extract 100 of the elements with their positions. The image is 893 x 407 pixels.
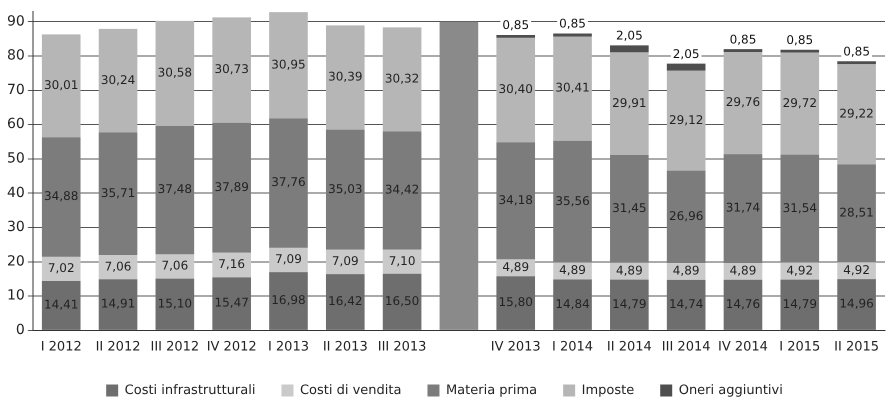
data-label: 35,71 bbox=[100, 186, 136, 200]
x-tick-label: I 2012 bbox=[40, 340, 82, 355]
data-label: 7,06 bbox=[104, 259, 132, 274]
bar bbox=[496, 35, 536, 38]
data-label: 4,89 bbox=[616, 263, 643, 278]
x-tick-label: II 2013 bbox=[322, 340, 368, 355]
bar bbox=[269, 272, 308, 330]
data-label: 26,96 bbox=[668, 208, 704, 223]
data-label: 15,47 bbox=[214, 296, 249, 310]
legend-label: Oneri aggiuntivi bbox=[678, 382, 783, 398]
x-tick-label: IV 2014 bbox=[718, 340, 768, 355]
data-label: 29,72 bbox=[782, 96, 817, 110]
data-label: 31,74 bbox=[726, 200, 760, 215]
data-label: 31,54 bbox=[782, 200, 817, 215]
data-label: 16,98 bbox=[271, 293, 306, 308]
bar bbox=[326, 274, 365, 330]
bar bbox=[98, 279, 138, 330]
data-label: 4,89 bbox=[730, 264, 756, 278]
bar bbox=[212, 122, 251, 253]
data-label: 4,92 bbox=[843, 262, 870, 277]
data-label: 30,01 bbox=[44, 78, 78, 92]
data-label: 14,76 bbox=[726, 296, 760, 311]
data-label: 0,85 bbox=[502, 18, 530, 32]
data-label: 34,88 bbox=[44, 189, 78, 204]
data-label: 14,96 bbox=[839, 296, 874, 311]
bar bbox=[326, 130, 365, 250]
data-label: 14,91 bbox=[100, 296, 136, 311]
bar bbox=[666, 70, 706, 171]
bar bbox=[212, 252, 251, 278]
data-label: 16,42 bbox=[328, 294, 362, 308]
data-label: 7,09 bbox=[332, 254, 359, 268]
bar bbox=[553, 279, 592, 330]
data-label: 34,42 bbox=[384, 182, 420, 197]
bar bbox=[666, 280, 706, 330]
data-label: 0,85 bbox=[559, 16, 586, 31]
bar bbox=[610, 45, 649, 52]
y-tick-label: 90 bbox=[6, 13, 25, 30]
bar bbox=[837, 279, 876, 330]
data-label: 34,18 bbox=[498, 192, 533, 207]
bar bbox=[724, 52, 762, 154]
bar bbox=[98, 132, 138, 256]
bar bbox=[42, 34, 81, 138]
bar bbox=[780, 52, 820, 155]
data-label: 35,56 bbox=[555, 194, 590, 208]
bar bbox=[553, 140, 592, 263]
bar bbox=[156, 278, 194, 330]
bar bbox=[496, 38, 536, 142]
data-label: 15,80 bbox=[498, 295, 533, 310]
bar bbox=[780, 50, 820, 53]
y-tick-label: 80 bbox=[6, 48, 25, 64]
data-label: 7,16 bbox=[218, 257, 246, 272]
bar bbox=[382, 274, 422, 330]
bar bbox=[496, 142, 536, 260]
bar bbox=[610, 155, 649, 263]
bar bbox=[98, 28, 138, 133]
bar bbox=[382, 249, 422, 274]
data-label: 16,50 bbox=[384, 294, 420, 308]
data-label: 14,84 bbox=[555, 296, 590, 311]
data-label: 37,76 bbox=[271, 175, 306, 190]
bar bbox=[382, 131, 422, 250]
y-tick-label: 30 bbox=[6, 219, 25, 236]
data-label: 4,89 bbox=[559, 263, 586, 278]
bar bbox=[156, 126, 194, 254]
legend-label: Imposte bbox=[582, 382, 634, 398]
x-tick-label: IV 2013 bbox=[490, 340, 541, 355]
data-label: 7,10 bbox=[388, 254, 416, 268]
bar bbox=[780, 154, 820, 263]
x-tick-label: III 2014 bbox=[662, 340, 711, 355]
bar bbox=[780, 280, 820, 330]
x-tick-label: I 2013 bbox=[268, 340, 309, 355]
data-label: 0,85 bbox=[843, 44, 870, 58]
bar bbox=[42, 256, 81, 281]
data-label: 14,79 bbox=[782, 296, 817, 311]
bar bbox=[724, 154, 762, 263]
y-tick-label: 10 bbox=[6, 288, 25, 304]
data-label: 7,06 bbox=[161, 258, 188, 273]
data-label: 30,24 bbox=[100, 72, 136, 87]
x-tick-label: II 2015 bbox=[834, 340, 880, 355]
data-label: 0,85 bbox=[786, 32, 814, 47]
x-tick-label: I 2014 bbox=[552, 340, 594, 355]
data-label: 14,74 bbox=[668, 296, 704, 311]
x-tick-label: II 2014 bbox=[606, 340, 652, 355]
data-label: 4,92 bbox=[786, 263, 814, 278]
data-label: 29,91 bbox=[612, 96, 647, 110]
data-label: 30,73 bbox=[214, 62, 249, 76]
x-tick-label: I 2015 bbox=[779, 340, 820, 355]
bar bbox=[610, 280, 649, 330]
y-tick-label: 60 bbox=[6, 116, 25, 132]
data-label: 29,22 bbox=[839, 106, 874, 120]
data-label: 35,03 bbox=[328, 182, 362, 196]
bar bbox=[156, 20, 194, 126]
bar bbox=[837, 64, 876, 164]
data-label: 2,05 bbox=[672, 46, 700, 61]
y-tick-label: 20 bbox=[6, 253, 25, 270]
data-label: 37,48 bbox=[158, 182, 192, 196]
bar bbox=[269, 118, 308, 248]
bar bbox=[610, 52, 649, 156]
y-tick-label: 0 bbox=[16, 322, 25, 338]
legend-label: Costi infrastrutturali bbox=[124, 382, 256, 398]
bar bbox=[440, 22, 478, 330]
